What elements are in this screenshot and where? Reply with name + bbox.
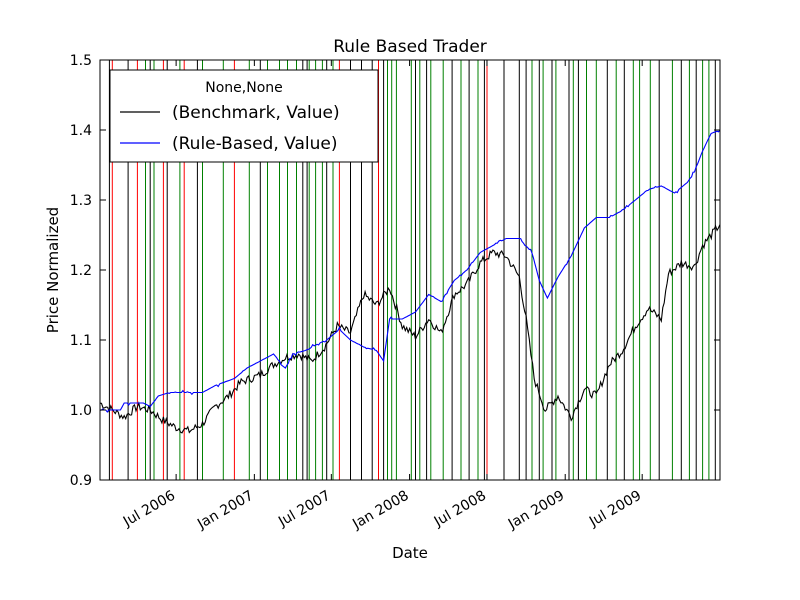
x-tick-label-6: Jul 2009 [586, 488, 644, 531]
x-tick-label-5: Jan 2009 [505, 488, 567, 533]
y-tick-label-5: 1.4 [70, 123, 92, 139]
series-line-1 [99, 129, 721, 413]
y-axis-label: Price Normalized [44, 207, 62, 333]
legend-entry-benchmark: (Benchmark, Value) [172, 103, 340, 123]
y-tick-label-6: 1.5 [70, 53, 92, 69]
x-axis-label: Date [392, 544, 428, 562]
y-tick-label-2: 1.1 [70, 333, 92, 349]
legend-title: None,None [205, 80, 283, 96]
legend: None,None (Benchmark, Value) (Rule-Based… [109, 69, 379, 163]
y-tick-label-0: 0.9 [70, 473, 92, 489]
y-tick-label-1: 1.0 [70, 403, 92, 419]
y-tick-label-3: 1.2 [70, 263, 92, 279]
chart-title: Rule Based Trader [333, 37, 487, 57]
x-tick-label-3: Jan 2008 [349, 488, 411, 533]
series-lines [99, 129, 721, 434]
x-tick-label-0: Jul 2006 [120, 488, 178, 531]
y-axis: 0.9 1.0 1.1 1.2 1.3 1.4 1.5 [70, 53, 720, 489]
y-tick-label-4: 1.3 [70, 193, 92, 209]
x-tick-label-4: Jul 2008 [431, 488, 489, 531]
x-tick-label-2: Jul 2007 [275, 488, 333, 531]
legend-entry-rule-based: (Rule-Based, Value) [172, 134, 337, 154]
legend-box [109, 69, 379, 163]
series-line-0 [99, 224, 721, 434]
x-tick-label-1: Jan 2007 [194, 488, 256, 533]
